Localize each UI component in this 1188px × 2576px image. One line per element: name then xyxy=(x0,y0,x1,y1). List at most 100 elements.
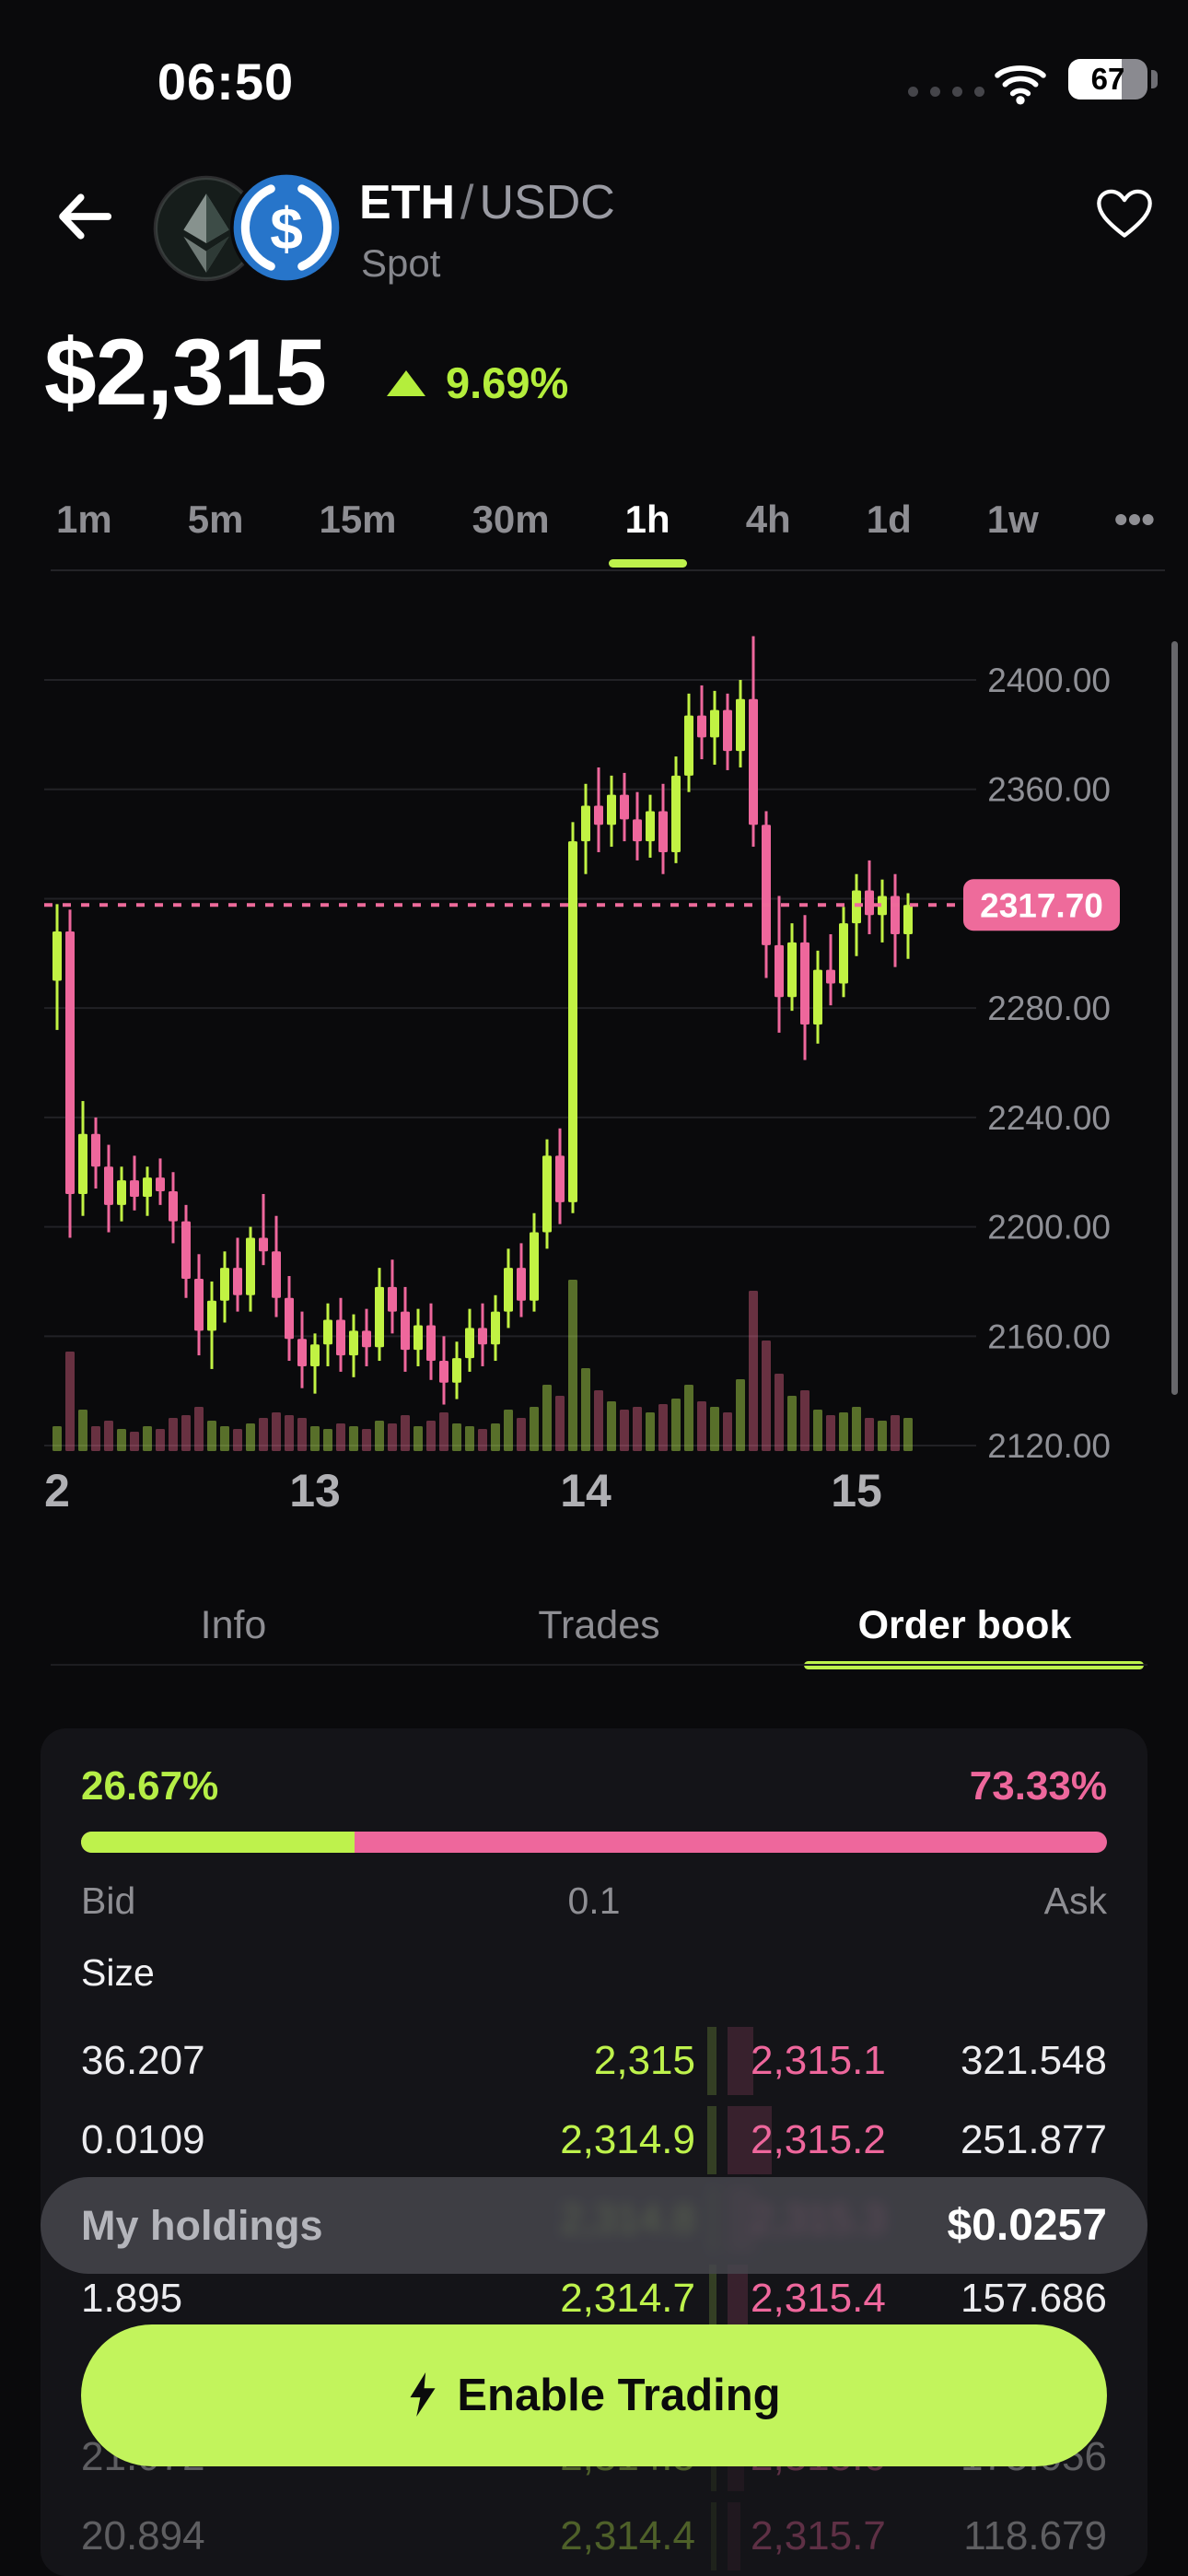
favorite-heart-icon[interactable] xyxy=(1094,186,1155,243)
timeframe-1w[interactable]: 1w xyxy=(986,498,1039,541)
volume-bar xyxy=(220,1426,229,1451)
ask-depth-bar xyxy=(728,2027,753,2095)
enable-trading-button[interactable]: Enable Trading xyxy=(81,2324,1107,2466)
bid-size: 36.207 xyxy=(81,2038,205,2083)
timeframe-1d[interactable]: 1d xyxy=(866,498,912,541)
volume-bar xyxy=(285,1415,294,1451)
candle-body xyxy=(310,1344,320,1366)
bid-depth-bar xyxy=(711,2502,716,2570)
current-price-badge xyxy=(963,879,1120,931)
bid-depth-bar xyxy=(707,2027,716,2095)
volume-bar xyxy=(736,1379,745,1451)
candle-body xyxy=(207,1300,216,1331)
volume-bar xyxy=(826,1415,835,1451)
timeframe-1m[interactable]: 1m xyxy=(56,498,112,541)
candle-body xyxy=(401,1311,410,1351)
volume-bar xyxy=(865,1418,874,1451)
ask-depth-bar xyxy=(728,2106,772,2174)
candle-body xyxy=(130,1180,139,1197)
candle-body xyxy=(478,1328,487,1345)
change-percent: 9.69% xyxy=(446,358,569,407)
volume-bar xyxy=(787,1396,797,1451)
candlestick-chart[interactable]: 2400.00 2360.00 2280.00 2240.00 2200.00 2160.… xyxy=(0,590,1188,1529)
volume-bar xyxy=(878,1421,887,1451)
volume-bar xyxy=(504,1410,513,1451)
order-book-row[interactable]: 0.0109 2,314.9 2,315.2 251.877 xyxy=(41,2101,1147,2180)
volume-bar xyxy=(658,1404,668,1451)
volume-bar xyxy=(413,1426,423,1451)
volume-bar xyxy=(684,1385,693,1451)
order-book-rows: 36.207 2,315 2,315.1 321.548 0.0109 2,314.9 2,… xyxy=(41,2021,1147,2576)
candle-body xyxy=(762,825,771,945)
ask-size: 118.679 xyxy=(963,2513,1107,2558)
volume-bar xyxy=(362,1429,371,1451)
bid-depth-bar xyxy=(707,2106,716,2174)
volume-bar xyxy=(903,1418,913,1451)
holdings-label: My holdings xyxy=(81,2202,323,2249)
ask-size: 321.548 xyxy=(960,2038,1107,2083)
timeframe-more[interactable]: ••• xyxy=(1113,498,1155,541)
volume-bar xyxy=(891,1415,900,1451)
volume-bar xyxy=(207,1421,216,1451)
volume-bar xyxy=(749,1291,758,1451)
volume-bar xyxy=(568,1280,577,1451)
volume-bar xyxy=(233,1429,242,1451)
holdings-value: $0.0257 xyxy=(947,2201,1107,2250)
svg-text:$: $ xyxy=(270,195,303,262)
my-holdings-pill[interactable]: My holdings $0.0257 xyxy=(41,2177,1147,2274)
candle-body xyxy=(285,1297,294,1340)
y-axis-tick: 2160.00 xyxy=(987,1317,1111,1355)
volume-bar xyxy=(465,1426,474,1451)
battery-icon: 67 xyxy=(1068,59,1147,100)
timeframe-4h[interactable]: 4h xyxy=(745,498,791,541)
candle-body xyxy=(800,942,809,1025)
battery-fill xyxy=(1068,59,1122,100)
volume-bar xyxy=(620,1410,629,1451)
candle-body xyxy=(530,1232,539,1301)
volume-bar xyxy=(762,1341,771,1451)
volume-bar xyxy=(130,1432,139,1451)
volume-bar xyxy=(517,1418,526,1451)
candle-body xyxy=(413,1325,423,1351)
timeframe-30m[interactable]: 30m xyxy=(472,498,550,541)
order-book-row[interactable]: 1.895 2,314.7 2,315.4 157.686 xyxy=(41,2259,1147,2338)
price-step-selector[interactable]: 0.1 xyxy=(567,1879,621,1922)
candle-body xyxy=(259,1237,268,1252)
candle-body xyxy=(375,1286,384,1348)
volume-bar xyxy=(671,1399,681,1451)
order-book-row[interactable]: 36.207 2,315 2,315.1 321.548 xyxy=(41,2021,1147,2101)
section-tabs-track-line xyxy=(51,1664,1147,1666)
bid-price: 2,315 xyxy=(593,2038,695,2083)
order-book-row[interactable]: 20.894 2,314.4 2,315.7 118.679 xyxy=(41,2497,1147,2576)
candle-body xyxy=(169,1191,178,1222)
scrollbar[interactable] xyxy=(1171,641,1178,1395)
candle-body xyxy=(272,1251,281,1298)
candle-body xyxy=(65,931,75,1194)
timeframe-15m[interactable]: 15m xyxy=(319,498,397,541)
y-axis-tick: 2120.00 xyxy=(987,1427,1111,1465)
tab-info[interactable]: Info xyxy=(200,1603,267,1647)
candle-body xyxy=(117,1180,126,1205)
volume-bar xyxy=(323,1429,332,1451)
tab-order-book[interactable]: Order book xyxy=(782,1596,1147,1669)
tab-trades[interactable]: Trades xyxy=(538,1603,660,1647)
bid-size: 20.894 xyxy=(81,2513,205,2558)
candle-body xyxy=(555,1155,565,1202)
candle-body xyxy=(233,1268,242,1295)
timeframe-5m[interactable]: 5m xyxy=(187,498,244,541)
candle-body xyxy=(697,715,706,738)
timeframe-1h[interactable]: 1h xyxy=(608,494,687,568)
bid-price: 2,314.7 xyxy=(560,2276,695,2321)
volume-bar xyxy=(581,1368,590,1451)
candle-body xyxy=(297,1339,307,1366)
candle-body xyxy=(671,775,681,852)
back-button[interactable] xyxy=(52,184,116,249)
volume-bar xyxy=(336,1423,345,1451)
volume-bar xyxy=(65,1352,75,1451)
timeframe-track-line xyxy=(51,569,1165,571)
volume-bar xyxy=(594,1390,603,1451)
candle-body xyxy=(517,1268,526,1301)
x-axis-tick: 15 xyxy=(831,1465,882,1516)
candle-body xyxy=(607,794,616,825)
battery-percent: 67 xyxy=(1090,62,1125,96)
